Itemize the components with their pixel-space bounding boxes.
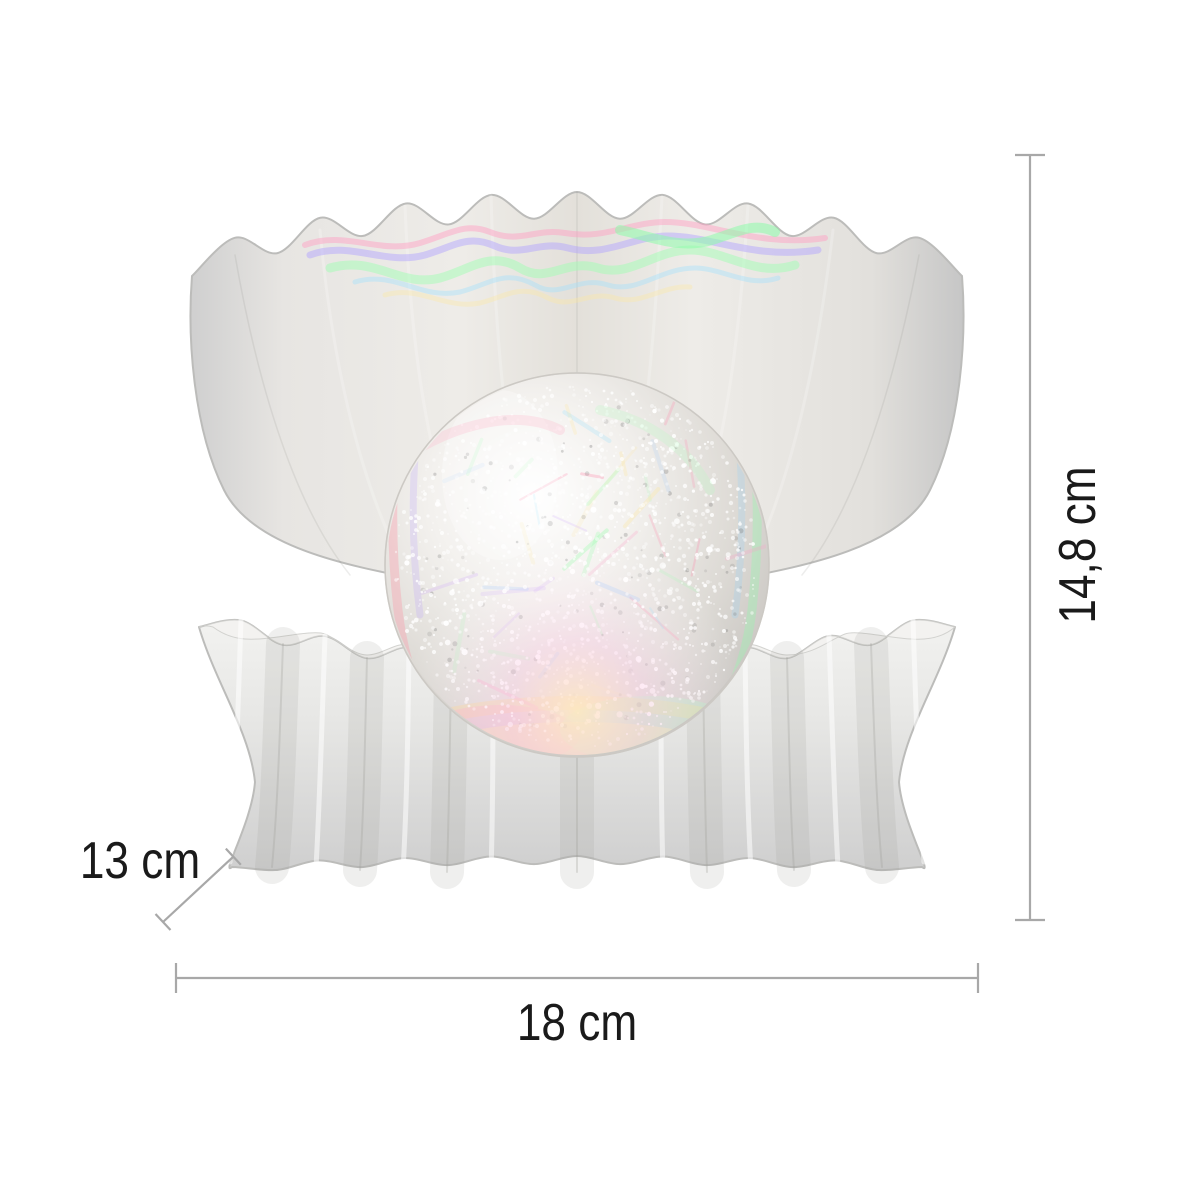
svg-text:14,8 cm: 14,8 cm	[1049, 466, 1107, 623]
svg-text:18 cm: 18 cm	[517, 994, 637, 1052]
svg-text:13 cm: 13 cm	[80, 832, 200, 890]
